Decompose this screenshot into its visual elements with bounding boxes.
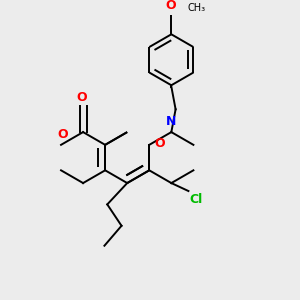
Text: N: N [166,115,176,128]
Text: O: O [76,91,87,104]
Text: O: O [166,0,176,13]
Text: O: O [57,128,68,141]
Text: CH₃: CH₃ [188,3,206,13]
Text: Cl: Cl [189,193,202,206]
Text: O: O [154,137,165,151]
